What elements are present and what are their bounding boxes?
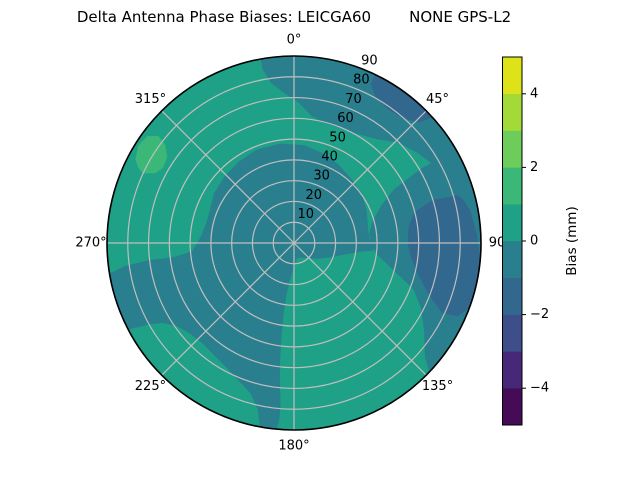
- radial-tick-label: 40: [321, 149, 338, 164]
- radial-tick-label: 90: [361, 53, 378, 68]
- colorbar-segment: [502, 93, 522, 131]
- angular-tick-label: 0°: [287, 33, 302, 48]
- angular-tick-labels: 0° 45° 90 135° 180° 225° 270° 315°: [75, 33, 505, 454]
- colorbar-segment: [502, 387, 522, 426]
- angular-tick-label: 135°: [422, 379, 453, 394]
- colorbar-segment: [502, 56, 522, 95]
- radial-tick-label: 80: [353, 73, 370, 88]
- colorbar-segment: [502, 314, 522, 352]
- angular-tick-label: 90: [489, 236, 506, 251]
- angular-tick-label: 45°: [426, 92, 449, 107]
- grid-spoke: [161, 242, 295, 376]
- radial-tick-label: 50: [329, 130, 346, 145]
- angular-tick-label: 270°: [75, 236, 106, 251]
- colorbar-segment: [502, 130, 522, 168]
- colorbar-segment: [502, 203, 522, 242]
- chart-title: Delta Antenna Phase Biases: LEICGA60 NON…: [0, 8, 588, 26]
- colorbar-axis-label: Bias (mm): [564, 206, 580, 275]
- grid-spoke: [293, 110, 427, 244]
- colorbar-tick-label: −2: [530, 307, 549, 322]
- colorbar-tick-label: 4: [530, 86, 538, 101]
- colorbar-segment: [502, 277, 522, 315]
- colorbar-segment: [502, 240, 522, 279]
- colorbar-tick-label: −4: [530, 381, 549, 396]
- grid-spoke: [161, 110, 295, 244]
- colorbar-tick-label: 2: [530, 160, 538, 175]
- angular-tick-label: 225°: [135, 379, 166, 394]
- radial-tick-label: 70: [345, 92, 362, 107]
- colorbar-tick-label: 0: [530, 234, 538, 249]
- chart-title-left: Delta Antenna Phase Biases: LEICGA60: [76, 8, 372, 26]
- colorbar: −4 −2 0 2 4 Bias (mm): [502, 56, 580, 426]
- radial-tick-label: 20: [305, 188, 322, 203]
- colorbar-segment: [502, 351, 522, 389]
- radial-tick-labels: 10 20 30 40 50 60 70 80 90: [298, 53, 378, 222]
- grid-spoke: [293, 242, 427, 376]
- radial-tick-label: 60: [337, 111, 354, 126]
- radial-tick-label: 30: [313, 169, 330, 184]
- contour-region: [407, 195, 481, 317]
- polar-grid: [107, 56, 481, 430]
- angular-tick-label: 180°: [278, 439, 309, 454]
- colorbar-segment: [502, 167, 522, 205]
- radial-tick-label: 10: [298, 207, 315, 222]
- angular-tick-label: 315°: [135, 92, 166, 107]
- polar-spine: [106, 55, 482, 431]
- chart-title-right: NONE GPS-L2: [409, 8, 512, 26]
